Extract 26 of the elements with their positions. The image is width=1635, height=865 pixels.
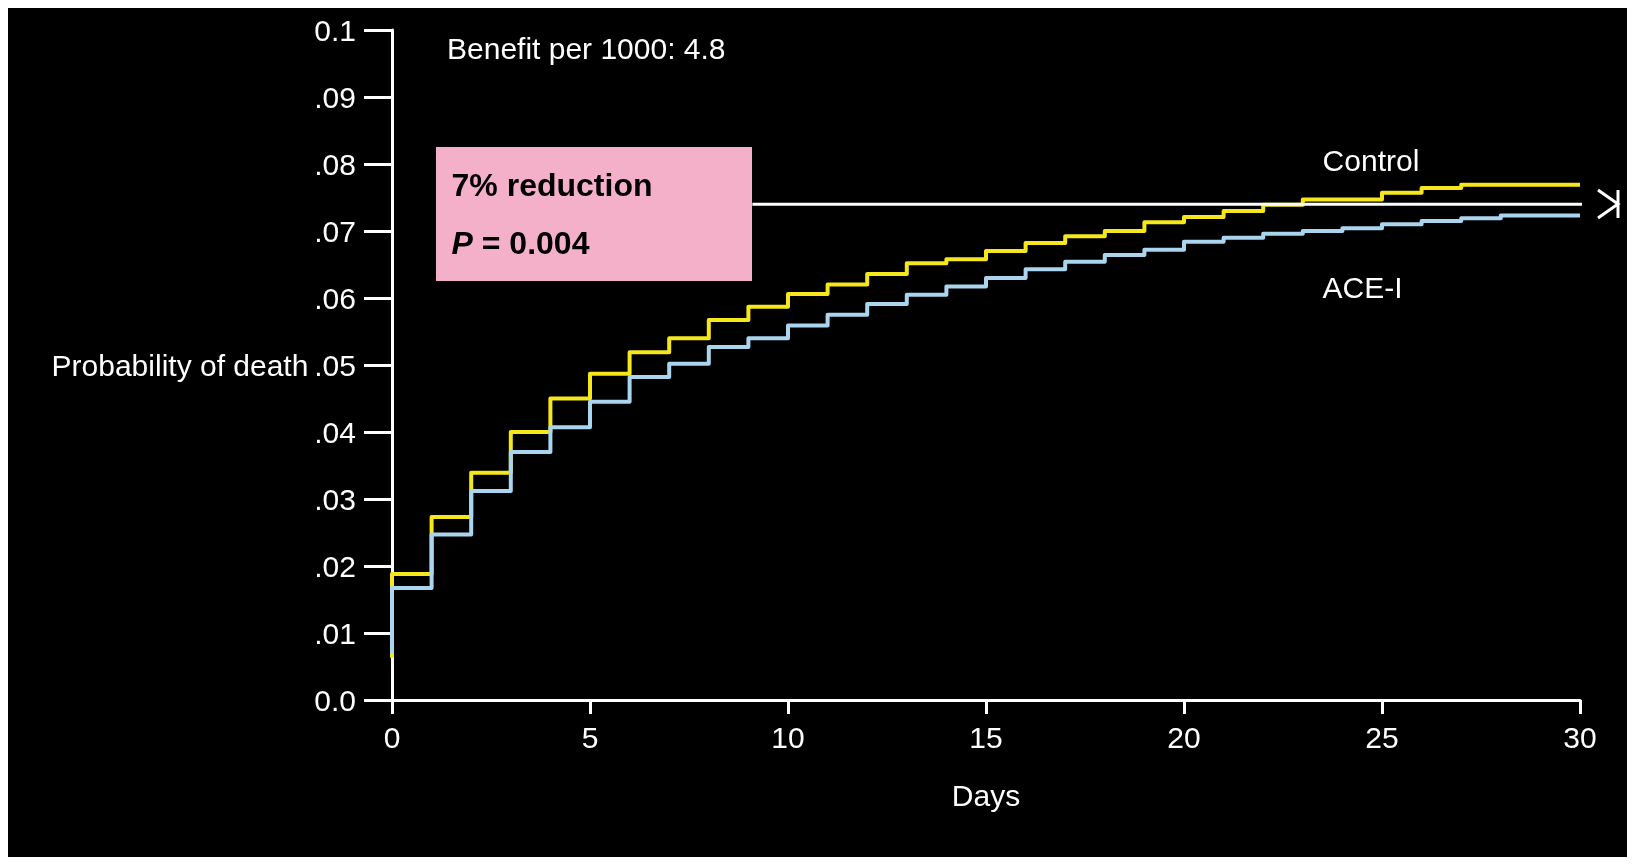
y-tick-label: .02 xyxy=(314,549,356,583)
annotation: 7% reduction xyxy=(451,166,654,206)
y-tick-label: .01 xyxy=(314,616,356,650)
x-tick-label: 10 xyxy=(771,720,805,754)
x-axis-title: Days xyxy=(951,778,1021,812)
y-tick-label: .07 xyxy=(314,214,356,248)
series-label: ACE-I xyxy=(1322,271,1403,305)
y-tick-label: 0.1 xyxy=(314,13,356,47)
y-tick-label: .04 xyxy=(314,415,356,449)
y-tick-label: 0.0 xyxy=(314,683,356,717)
x-tick-label: 25 xyxy=(1365,720,1399,754)
y-tick-label: .08 xyxy=(314,147,356,181)
x-tick-label: 20 xyxy=(1167,720,1201,754)
series-label: Control xyxy=(1322,144,1420,178)
annotation: P = 0.004 xyxy=(451,224,591,264)
y-tick-label: .05 xyxy=(314,348,356,382)
annotation: Benefit per 1000: 4.8 xyxy=(447,31,726,65)
y-axis-title: Probability of death xyxy=(51,348,309,382)
y-tick-label: .06 xyxy=(314,281,356,315)
note-box: 7% reduction P = 0.004 xyxy=(435,147,753,281)
y-tick-label: .09 xyxy=(314,80,356,114)
x-tick-label: 5 xyxy=(581,720,599,754)
x-tick-label: 0 xyxy=(383,720,401,754)
y-tick-label: .03 xyxy=(314,482,356,516)
x-tick-label: 30 xyxy=(1563,720,1597,754)
x-tick-label: 15 xyxy=(969,720,1003,754)
